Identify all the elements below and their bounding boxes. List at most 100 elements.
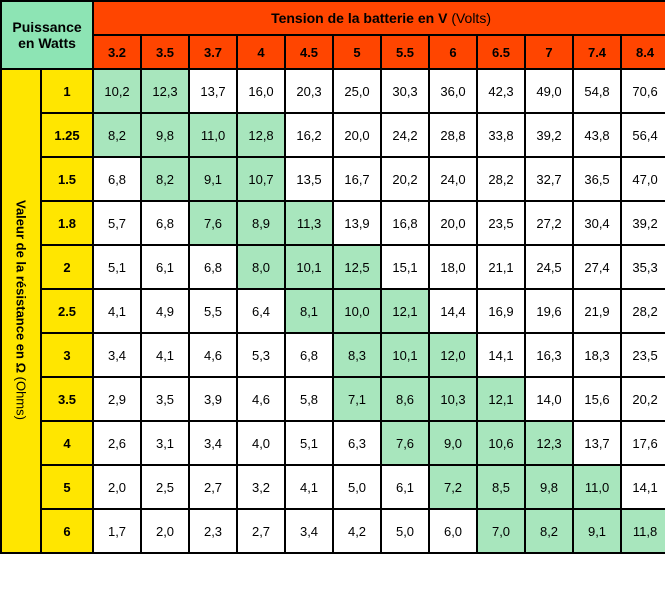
voltage-title-bold: Tension de la batterie en V bbox=[271, 10, 447, 26]
cell: 20,3 bbox=[285, 69, 333, 113]
cell: 28,2 bbox=[621, 289, 665, 333]
cell: 56,4 bbox=[621, 113, 665, 157]
cell: 20,0 bbox=[333, 113, 381, 157]
cell: 12,1 bbox=[477, 377, 525, 421]
cell: 7,2 bbox=[429, 465, 477, 509]
voltage-col-4: 4 bbox=[237, 35, 285, 69]
voltage-header: Tension de la batterie en V (Volts) bbox=[93, 1, 665, 35]
cell: 8,3 bbox=[333, 333, 381, 377]
cell: 6,8 bbox=[141, 201, 189, 245]
cell: 5,1 bbox=[93, 245, 141, 289]
resistance-label-6: 6 bbox=[41, 509, 93, 553]
table-row: 1.258,29,811,012,816,220,024,228,833,839… bbox=[1, 113, 665, 157]
voltage-col-8.4: 8.4 bbox=[621, 35, 665, 69]
table-row: 2.54,14,95,56,48,110,012,114,416,919,621… bbox=[1, 289, 665, 333]
cell: 23,5 bbox=[477, 201, 525, 245]
cell: 7,6 bbox=[189, 201, 237, 245]
cell: 36,0 bbox=[429, 69, 477, 113]
cell: 14,1 bbox=[477, 333, 525, 377]
cell: 9,0 bbox=[429, 421, 477, 465]
cell: 5,7 bbox=[93, 201, 141, 245]
voltage-col-6.5: 6.5 bbox=[477, 35, 525, 69]
cell: 3,1 bbox=[141, 421, 189, 465]
cell: 19,6 bbox=[525, 289, 573, 333]
cell: 6,8 bbox=[285, 333, 333, 377]
cell: 13,9 bbox=[333, 201, 381, 245]
table-row: 3.52,93,53,94,65,87,18,610,312,114,015,6… bbox=[1, 377, 665, 421]
cell: 12,1 bbox=[381, 289, 429, 333]
cell: 3,4 bbox=[189, 421, 237, 465]
cell: 20,2 bbox=[381, 157, 429, 201]
table-body: Valeur de la résistance en Ω (Ohms)110,2… bbox=[1, 69, 665, 553]
cell: 70,6 bbox=[621, 69, 665, 113]
cell: 35,3 bbox=[621, 245, 665, 289]
cell: 10,3 bbox=[429, 377, 477, 421]
resistance-label-2: 2 bbox=[41, 245, 93, 289]
cell: 17,6 bbox=[621, 421, 665, 465]
cell: 16,2 bbox=[285, 113, 333, 157]
cell: 6,1 bbox=[381, 465, 429, 509]
cell: 3,2 bbox=[237, 465, 285, 509]
cell: 16,7 bbox=[333, 157, 381, 201]
cell: 7,1 bbox=[333, 377, 381, 421]
cell: 2,0 bbox=[141, 509, 189, 553]
cell: 8,2 bbox=[141, 157, 189, 201]
cell: 7,0 bbox=[477, 509, 525, 553]
cell: 54,8 bbox=[573, 69, 621, 113]
resistance-label-4: 4 bbox=[41, 421, 93, 465]
cell: 7,6 bbox=[381, 421, 429, 465]
table-row: 61,72,02,32,73,44,25,06,07,08,29,111,8 bbox=[1, 509, 665, 553]
cell: 4,1 bbox=[141, 333, 189, 377]
cell: 25,0 bbox=[333, 69, 381, 113]
cell: 24,5 bbox=[525, 245, 573, 289]
table-row: 1.56,88,29,110,713,516,720,224,028,232,7… bbox=[1, 157, 665, 201]
corner-line2: en Watts bbox=[18, 35, 76, 51]
cell: 2,5 bbox=[141, 465, 189, 509]
voltage-col-3.7: 3.7 bbox=[189, 35, 237, 69]
cell: 1,7 bbox=[93, 509, 141, 553]
cell: 12,8 bbox=[237, 113, 285, 157]
table-row: 42,63,13,44,05,16,37,69,010,612,313,717,… bbox=[1, 421, 665, 465]
cell: 10,2 bbox=[93, 69, 141, 113]
power-table: Puissance en Watts Tension de la batteri… bbox=[0, 0, 665, 554]
voltage-col-6: 6 bbox=[429, 35, 477, 69]
cell: 4,1 bbox=[285, 465, 333, 509]
voltage-col-7.4: 7.4 bbox=[573, 35, 621, 69]
cell: 36,5 bbox=[573, 157, 621, 201]
cell: 5,0 bbox=[381, 509, 429, 553]
cell: 16,0 bbox=[237, 69, 285, 113]
cell: 10,6 bbox=[477, 421, 525, 465]
resistance-label-1: 1 bbox=[41, 69, 93, 113]
cell: 11,0 bbox=[573, 465, 621, 509]
cell: 5,1 bbox=[285, 421, 333, 465]
cell: 5,0 bbox=[333, 465, 381, 509]
cell: 2,7 bbox=[237, 509, 285, 553]
cell: 8,2 bbox=[525, 509, 573, 553]
cell: 8,0 bbox=[237, 245, 285, 289]
cell: 28,8 bbox=[429, 113, 477, 157]
resistance-label-1.25: 1.25 bbox=[41, 113, 93, 157]
cell: 4,0 bbox=[237, 421, 285, 465]
corner-header: Puissance en Watts bbox=[1, 1, 93, 69]
cell: 4,2 bbox=[333, 509, 381, 553]
corner-line1: Puissance bbox=[12, 19, 81, 35]
resistance-label-1.5: 1.5 bbox=[41, 157, 93, 201]
cell: 6,0 bbox=[429, 509, 477, 553]
cell: 6,1 bbox=[141, 245, 189, 289]
cell: 6,3 bbox=[333, 421, 381, 465]
cell: 2,9 bbox=[93, 377, 141, 421]
voltage-subheader-row: 3.23.53.744.555.566.577.48.4 bbox=[1, 35, 665, 69]
cell: 33,8 bbox=[477, 113, 525, 157]
cell: 12,0 bbox=[429, 333, 477, 377]
voltage-col-3.5: 3.5 bbox=[141, 35, 189, 69]
cell: 49,0 bbox=[525, 69, 573, 113]
cell: 8,6 bbox=[381, 377, 429, 421]
cell: 4,6 bbox=[189, 333, 237, 377]
cell: 3,4 bbox=[93, 333, 141, 377]
cell: 21,1 bbox=[477, 245, 525, 289]
cell: 43,8 bbox=[573, 113, 621, 157]
cell: 10,0 bbox=[333, 289, 381, 333]
table-row: 25,16,16,88,010,112,515,118,021,124,527,… bbox=[1, 245, 665, 289]
voltage-col-3.2: 3.2 bbox=[93, 35, 141, 69]
cell: 8,1 bbox=[285, 289, 333, 333]
